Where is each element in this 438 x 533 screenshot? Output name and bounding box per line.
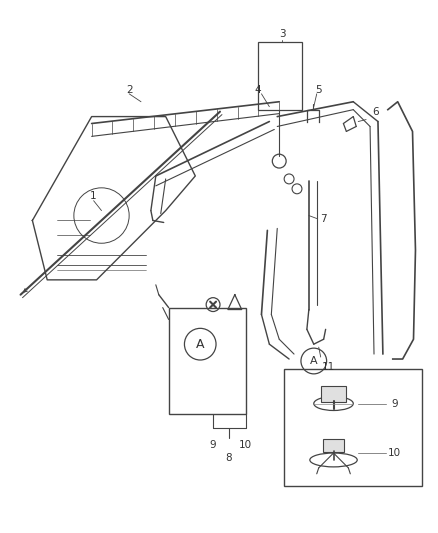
Text: A: A xyxy=(310,356,318,366)
Text: 2: 2 xyxy=(126,85,132,95)
Text: 10: 10 xyxy=(239,440,252,450)
Text: 9: 9 xyxy=(392,399,398,409)
Text: 8: 8 xyxy=(226,453,232,463)
Text: 9: 9 xyxy=(210,440,216,450)
FancyBboxPatch shape xyxy=(323,439,344,452)
Text: 10: 10 xyxy=(388,448,401,458)
Text: 1: 1 xyxy=(90,191,97,201)
FancyBboxPatch shape xyxy=(321,386,346,401)
Text: 11: 11 xyxy=(322,362,335,372)
Bar xyxy=(258,42,302,110)
Bar xyxy=(284,369,422,486)
Text: 5: 5 xyxy=(315,85,322,95)
Text: A: A xyxy=(196,338,205,351)
Text: 3: 3 xyxy=(279,29,286,39)
Text: 7: 7 xyxy=(320,214,327,223)
Bar xyxy=(169,308,246,415)
Text: 6: 6 xyxy=(373,107,379,117)
Text: 4: 4 xyxy=(254,85,261,95)
